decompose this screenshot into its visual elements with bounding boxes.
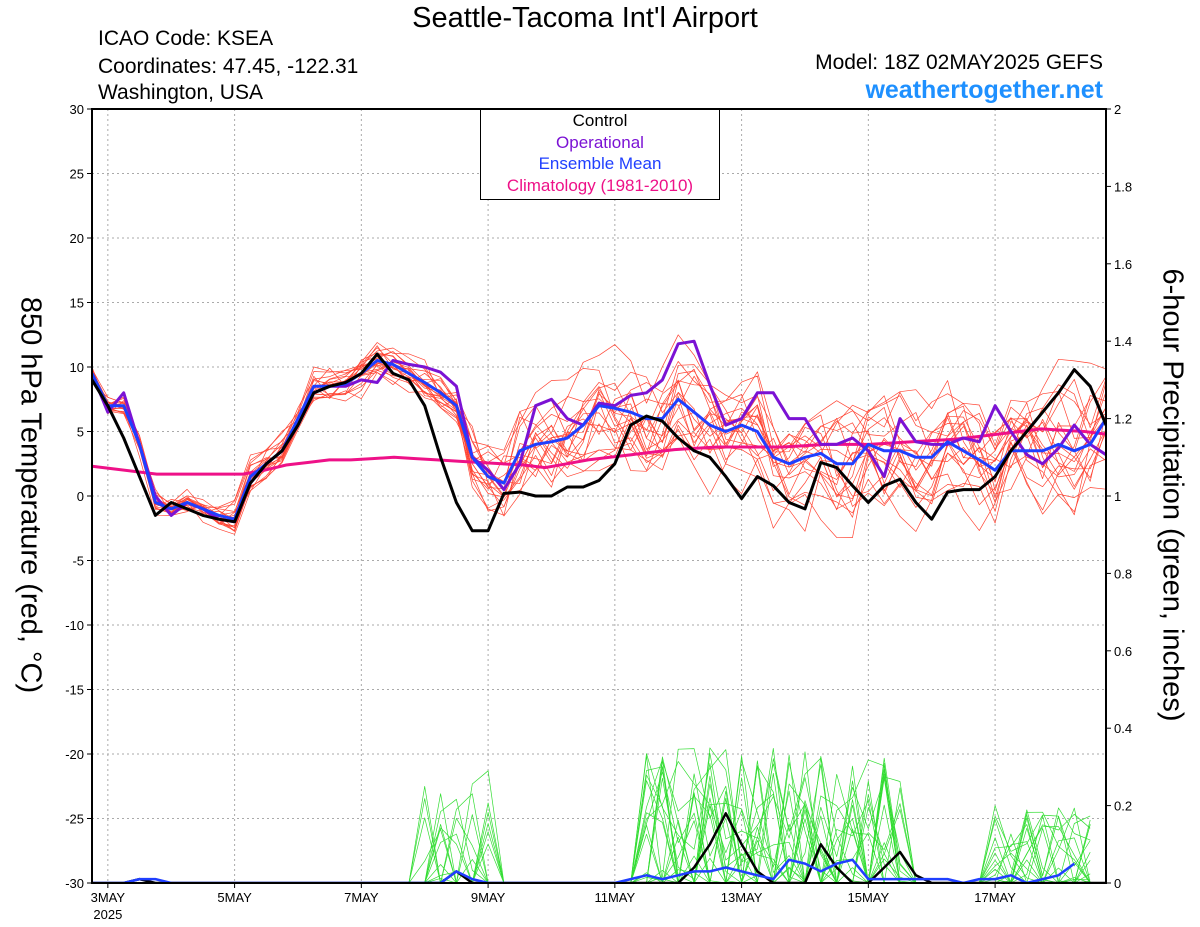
left-tick-label: 15 [70, 296, 84, 311]
left-tick-label: 20 [70, 231, 84, 246]
left-axis-label: 850 hPa Temperature (red, °C) [14, 296, 47, 694]
left-tick-label: 30 [70, 102, 84, 117]
left-tick-label: -20 [65, 747, 84, 762]
right-tick-label: 1 [1114, 489, 1121, 504]
right-tick-label: 0.4 [1114, 721, 1132, 736]
left-tick-label: -25 [65, 812, 84, 827]
x-tick-label: 5MAY [217, 890, 252, 905]
right-tick-label: 0.2 [1114, 799, 1132, 814]
member-precip-line [92, 761, 1091, 883]
coordinates: Coordinates: 47.45, -122.31 [98, 55, 359, 78]
x-tick-label: 7MAY [344, 890, 379, 905]
ensemble-member-temperature-lines [92, 334, 1106, 538]
member-precip-line [92, 751, 1091, 883]
left-tick-label: -15 [65, 683, 84, 698]
member-temperature-line [92, 366, 1091, 522]
member-precip-line [92, 754, 1091, 883]
control-precip-line [92, 812, 1106, 883]
member-precip-line [92, 758, 1091, 883]
member-precip-line [92, 777, 1091, 883]
member-temperature-line [92, 351, 1091, 524]
region: Washington, USA [98, 81, 263, 104]
member-precip-line [92, 753, 1091, 883]
chart-title: Seattle-Tacoma Int'l Airport [412, 2, 758, 34]
x-tick-label: 13MAY [721, 890, 763, 905]
legend: Control Operational Ensemble Mean Climat… [480, 109, 720, 200]
icao-code: ICAO Code: KSEA [98, 27, 274, 50]
right-tick-label: 0 [1114, 876, 1121, 891]
member-temperature-line [92, 352, 1106, 529]
member-precip-line [92, 766, 1091, 883]
member-temperature-line [92, 351, 1106, 514]
left-tick-label: 10 [70, 360, 84, 375]
x-tick-label: 15MAY [848, 890, 890, 905]
right-tick-label: 1.8 [1114, 179, 1132, 194]
ensemble-mean-precip-line [92, 858, 1076, 883]
left-tick-label: 0 [77, 489, 84, 504]
member-temperature-line [92, 357, 1106, 527]
member-precip-line [92, 766, 1091, 883]
member-precip-line [92, 749, 1091, 883]
left-tick-label: 25 [70, 167, 84, 182]
right-axis-ticks: 2 1.8 1.6 1.4 1.2 1 0.8 0.6 0.4 0.2 0 [1106, 102, 1132, 891]
legend-operational: Operational [556, 132, 644, 152]
left-tick-label: -30 [65, 876, 84, 891]
member-precip-line [92, 760, 1091, 883]
member-precip-line [92, 747, 1091, 883]
x-tick-label: 17MAY [974, 890, 1016, 905]
member-precip-line [92, 755, 1091, 883]
member-temperature-line [92, 363, 1106, 532]
control-temperature-line [92, 352, 1106, 533]
ensemble-member-precip-lines [92, 747, 1091, 883]
member-temperature-line [92, 364, 1106, 538]
x-tick-label: 9MAY [471, 890, 506, 905]
member-precip-line [92, 771, 1091, 883]
member-temperature-line [92, 364, 1106, 520]
member-precip-line [92, 753, 1091, 883]
legend-climatology: Climatology (1981-2010) [506, 175, 694, 195]
member-precip-line [92, 748, 1091, 883]
legend-control: Control [572, 111, 628, 130]
left-axis-ticks: 30 25 20 15 10 5 0 -5 -10 -15 -20 -25 -30 [65, 102, 92, 891]
highlighted-series [92, 339, 1106, 883]
member-temperature-line [92, 362, 1106, 529]
member-precip-line [92, 748, 1091, 883]
member-precip-line [92, 760, 1091, 883]
grid-lines [92, 109, 1106, 883]
x-tick-label: 11MAY [594, 890, 635, 905]
right-tick-label: 1.4 [1114, 334, 1132, 349]
right-axis-label: 6-hour Precipitation (green, inches) [1156, 268, 1189, 722]
right-tick-label: 1.6 [1114, 257, 1132, 272]
climatology-line [92, 427, 1106, 476]
member-temperature-line [92, 347, 1106, 516]
x-tick-label: 3MAY [91, 890, 126, 905]
right-tick-label: 2 [1114, 102, 1121, 117]
member-temperature-line [92, 364, 1106, 517]
member-precip-line [92, 755, 1091, 883]
left-tick-label: 5 [77, 425, 84, 440]
site-link[interactable]: weathertogether.net [865, 76, 1103, 104]
model-run: Model: 18Z 02MAY2025 GEFS [815, 51, 1103, 74]
left-tick-label: -10 [65, 618, 84, 633]
member-precip-line [92, 780, 1091, 883]
right-tick-label: 0.6 [1114, 644, 1132, 659]
x-tick-year: 2025 [93, 907, 122, 922]
member-precip-line [92, 759, 1091, 883]
x-axis-ticks: 3MAY 2025 5MAY 7MAY 9MAY 11MAY 13MAY 15MAY 17MAY [91, 883, 1016, 922]
right-tick-label: 1.2 [1114, 412, 1132, 427]
right-tick-label: 0.8 [1114, 566, 1132, 581]
left-tick-label: -5 [72, 554, 84, 569]
legend-ensemble-mean: Ensemble Mean [538, 154, 662, 173]
